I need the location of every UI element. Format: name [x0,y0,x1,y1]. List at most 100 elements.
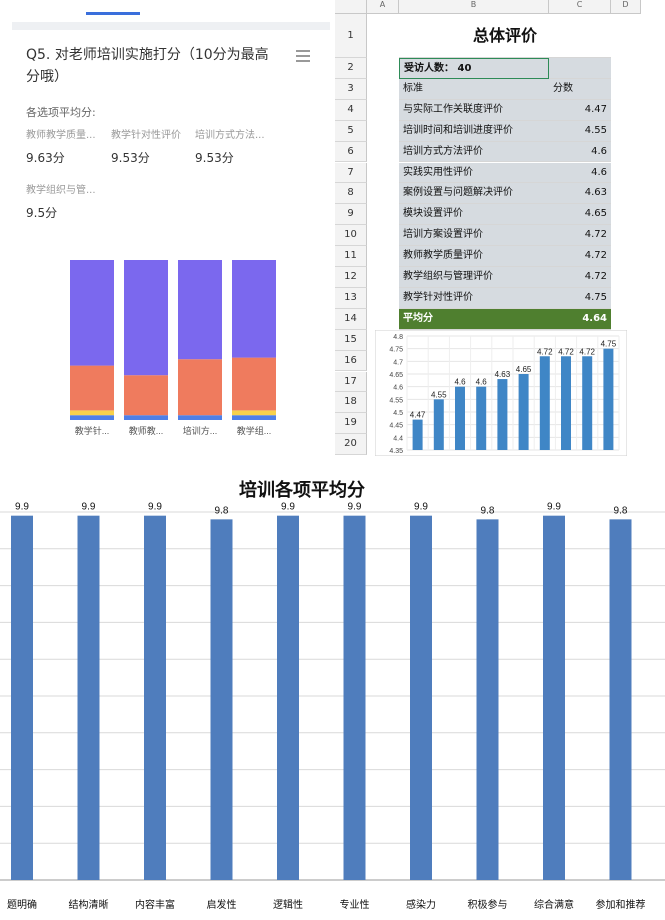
column-header-b[interactable]: B [399,0,549,14]
data-label: 9.9 [148,502,162,513]
average-item-value: 9.53分 [111,151,150,165]
score-cell[interactable]: 4.6 [549,162,611,184]
bar [609,519,632,880]
row-header[interactable]: 18 [335,392,367,414]
header-label-cell[interactable]: 标准 [399,78,549,100]
row-header[interactable]: 15 [335,329,367,351]
column-header-a[interactable]: A [367,0,399,14]
y-tick-label: 4.35 [389,448,403,455]
menu-icon[interactable] [296,50,310,62]
column-header-d[interactable]: D [611,0,641,14]
score-cell[interactable]: 4.75 [549,287,611,309]
data-label: 9.8 [614,505,628,516]
data-label: 4.47 [410,411,426,420]
mini-bar-chart: 4.35 4.4 4.45 4.5 4.55 4.6 4.65 4.7 4.75 4.8 4.47 4… [375,330,627,456]
score-cell[interactable]: 4.65 [549,204,611,226]
row-header[interactable]: 7 [335,162,367,184]
score-cell[interactable]: 4.55 [549,120,611,142]
criterion-cell[interactable]: 案例设置与问题解决评价 [399,183,549,205]
category-label: 启发性 [207,898,237,911]
criterion-cell[interactable]: 模块设置评价 [399,204,549,226]
row-header[interactable]: 10 [335,225,367,247]
survey-card: Q5. 对老师培训实施打分（10分为最高分哦） 各选项平均分: 教师教学质量..… [0,0,334,462]
column-header-c[interactable]: C [549,0,611,14]
score-cell[interactable]: 4.6 [549,141,611,163]
question-title: Q5. 对老师培训实施打分（10分为最高分哦） [26,47,269,85]
row-header[interactable]: 16 [335,350,367,372]
row-header[interactable]: 4 [335,99,367,121]
criterion-cell[interactable]: 教学针对性评价 [399,287,549,309]
category-label: 感染力 [406,898,436,911]
average-item: 教学针对性评价 9.53分 [111,126,191,166]
criterion-cell[interactable]: 教学组织与管理评价 [399,267,549,288]
bar [518,374,529,450]
category-label: 题明确 [7,898,37,911]
empty-cell[interactable] [549,58,611,79]
stacked-bar-segment [124,415,168,420]
score-cell[interactable]: 4.63 [549,183,611,205]
category-label: 积极参与 [468,898,508,911]
average-label-cell[interactable]: 平均分 [399,308,549,330]
row-header[interactable]: 6 [335,141,367,163]
score-cell[interactable]: 4.47 [549,99,611,121]
data-label: 9.9 [348,502,362,513]
active-tab-indicator [86,12,140,15]
data-label: 4.72 [579,347,595,356]
average-item-name: 教师教学质量... [26,130,96,141]
corner-cell[interactable] [335,0,367,14]
data-label: 4.65 [516,365,532,374]
average-item: 教师教学质量... 9.63分 [26,126,106,166]
average-item-name: 教学组织与管... [26,185,96,196]
bar [539,356,550,450]
stacked-bar-segment [178,359,222,416]
criterion-cell[interactable]: 培训方式方法评价 [399,141,549,163]
data-label: 9.9 [414,502,428,513]
row-header[interactable]: 12 [335,267,367,288]
respondents-cell[interactable]: 受访人数： 40 [399,58,549,79]
data-label: 4.55 [431,390,447,399]
average-item-name: 教学针对性评价 [111,130,181,141]
score-cell[interactable]: 4.72 [549,246,611,267]
criterion-cell[interactable]: 实践实用性评价 [399,162,549,184]
row-header[interactable]: 17 [335,371,367,393]
row-header[interactable]: 11 [335,246,367,267]
bar [210,519,233,880]
stacked-bar-segment [232,410,276,416]
criterion-cell[interactable]: 培训方案设置评价 [399,225,549,247]
score-cell[interactable]: 4.72 [549,267,611,288]
criterion-cell[interactable]: 与实际工作关联度评价 [399,99,549,121]
row-header[interactable]: 14 [335,308,367,330]
bar [343,515,366,880]
score-cell[interactable]: 4.72 [549,225,611,247]
row-header[interactable]: 9 [335,204,367,226]
category-label: 教师教... [129,425,164,436]
bar [412,419,423,450]
criterion-cell[interactable]: 培训时间和培训进度评价 [399,120,549,142]
sheet-title-cell[interactable]: 总体评价 [399,14,611,58]
row-header[interactable]: 2 [335,58,367,79]
y-tick-label: 4.75 [389,347,403,354]
row-header[interactable]: 3 [335,78,367,100]
bar [497,379,508,450]
stacked-bar-segment [232,357,276,411]
row-header[interactable]: 13 [335,287,367,309]
row-header[interactable]: 1 [335,14,367,58]
category-label: 综合满意 [534,898,574,911]
row-header[interactable]: 5 [335,120,367,142]
header-score-cell[interactable]: 分数 [549,78,611,100]
average-item: 培训方式方法... 9.53分 [195,126,275,166]
y-tick-label: 4.6 [393,385,403,392]
data-label: 9.8 [215,505,229,516]
chart-title: 培训各项平均分 [239,479,365,500]
category-label: 结构清晰 [69,898,109,911]
y-tick-label: 4.55 [389,397,403,404]
row-header[interactable]: 20 [335,434,367,456]
bar [543,515,565,880]
criterion-cell[interactable]: 教师教学质量评价 [399,246,549,267]
average-value-cell[interactable]: 4.64 [549,308,611,330]
bar [476,386,487,450]
stacked-bar-segment [178,260,222,360]
category-label: 专业性 [340,898,370,911]
row-header[interactable]: 8 [335,183,367,205]
row-header[interactable]: 19 [335,413,367,435]
